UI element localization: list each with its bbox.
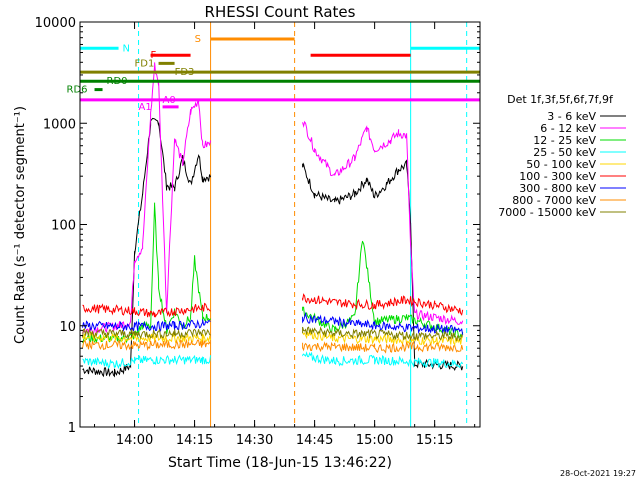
legend-label-3: 25 - 50 keV bbox=[533, 146, 596, 159]
x-tick-label-1: 14:15 bbox=[176, 433, 213, 448]
flag-label-1: S bbox=[195, 34, 201, 45]
legend-label-7: 800 - 7000 keV bbox=[512, 194, 596, 207]
flag-label-7: A0 bbox=[163, 95, 176, 106]
y-tick-label-1: 10 bbox=[59, 320, 76, 335]
flag-label-5: RD0 bbox=[107, 76, 128, 87]
legend-title: Det 1f,3f,5f,6f,7f,9f bbox=[507, 93, 614, 106]
y-axis-label: Count Rate (s⁻¹ detector segment⁻¹) bbox=[13, 106, 28, 344]
flag-label-2: F bbox=[151, 50, 157, 61]
legend-label-4: 50 - 100 keV bbox=[526, 158, 596, 171]
series-line-5 bbox=[82, 293, 464, 318]
flag-label-8: A1 bbox=[139, 102, 152, 113]
legend-label-6: 300 - 800 keV bbox=[519, 182, 596, 195]
legend-label-1: 6 - 12 keV bbox=[540, 122, 596, 135]
x-tick-label-4: 15:00 bbox=[356, 433, 393, 448]
timestamp: 28-Oct-2021 19:27 bbox=[560, 469, 636, 478]
x-tick-label-0: 14:00 bbox=[116, 433, 153, 448]
series-line-4 bbox=[82, 329, 463, 347]
series-line-8 bbox=[82, 326, 464, 342]
x-tick-label-2: 14:30 bbox=[236, 433, 273, 448]
series-line-6 bbox=[82, 311, 464, 335]
y-tick-label-2: 100 bbox=[51, 219, 76, 234]
legend-label-8: 7000 - 15000 keV bbox=[498, 206, 596, 219]
legend-label-2: 12 - 25 keV bbox=[533, 134, 596, 147]
series-line-1 bbox=[82, 62, 464, 335]
chart-title: RHESSI Count Rates bbox=[205, 3, 356, 21]
flag-label-6: RD6 bbox=[67, 85, 88, 96]
x-tick-label-5: 15:15 bbox=[416, 433, 453, 448]
y-tick-label-0: 1 bbox=[68, 421, 76, 436]
x-axis-label: Start Time (18-Jun-15 13:46:22) bbox=[168, 455, 392, 471]
x-tick-label-3: 14:45 bbox=[296, 433, 333, 448]
series-line-3 bbox=[82, 351, 464, 370]
series-line-7 bbox=[82, 338, 464, 354]
flag-label-4: FD3 bbox=[175, 67, 195, 78]
y-tick-label-3: 1000 bbox=[43, 117, 76, 132]
flag-label-0: N bbox=[123, 43, 130, 54]
legend-label-5: 100 - 300 keV bbox=[519, 170, 596, 183]
flag-label-3: FD1 bbox=[135, 58, 155, 69]
legend-label-0: 3 - 6 keV bbox=[547, 110, 596, 123]
y-tick-label-4: 10000 bbox=[35, 16, 76, 31]
